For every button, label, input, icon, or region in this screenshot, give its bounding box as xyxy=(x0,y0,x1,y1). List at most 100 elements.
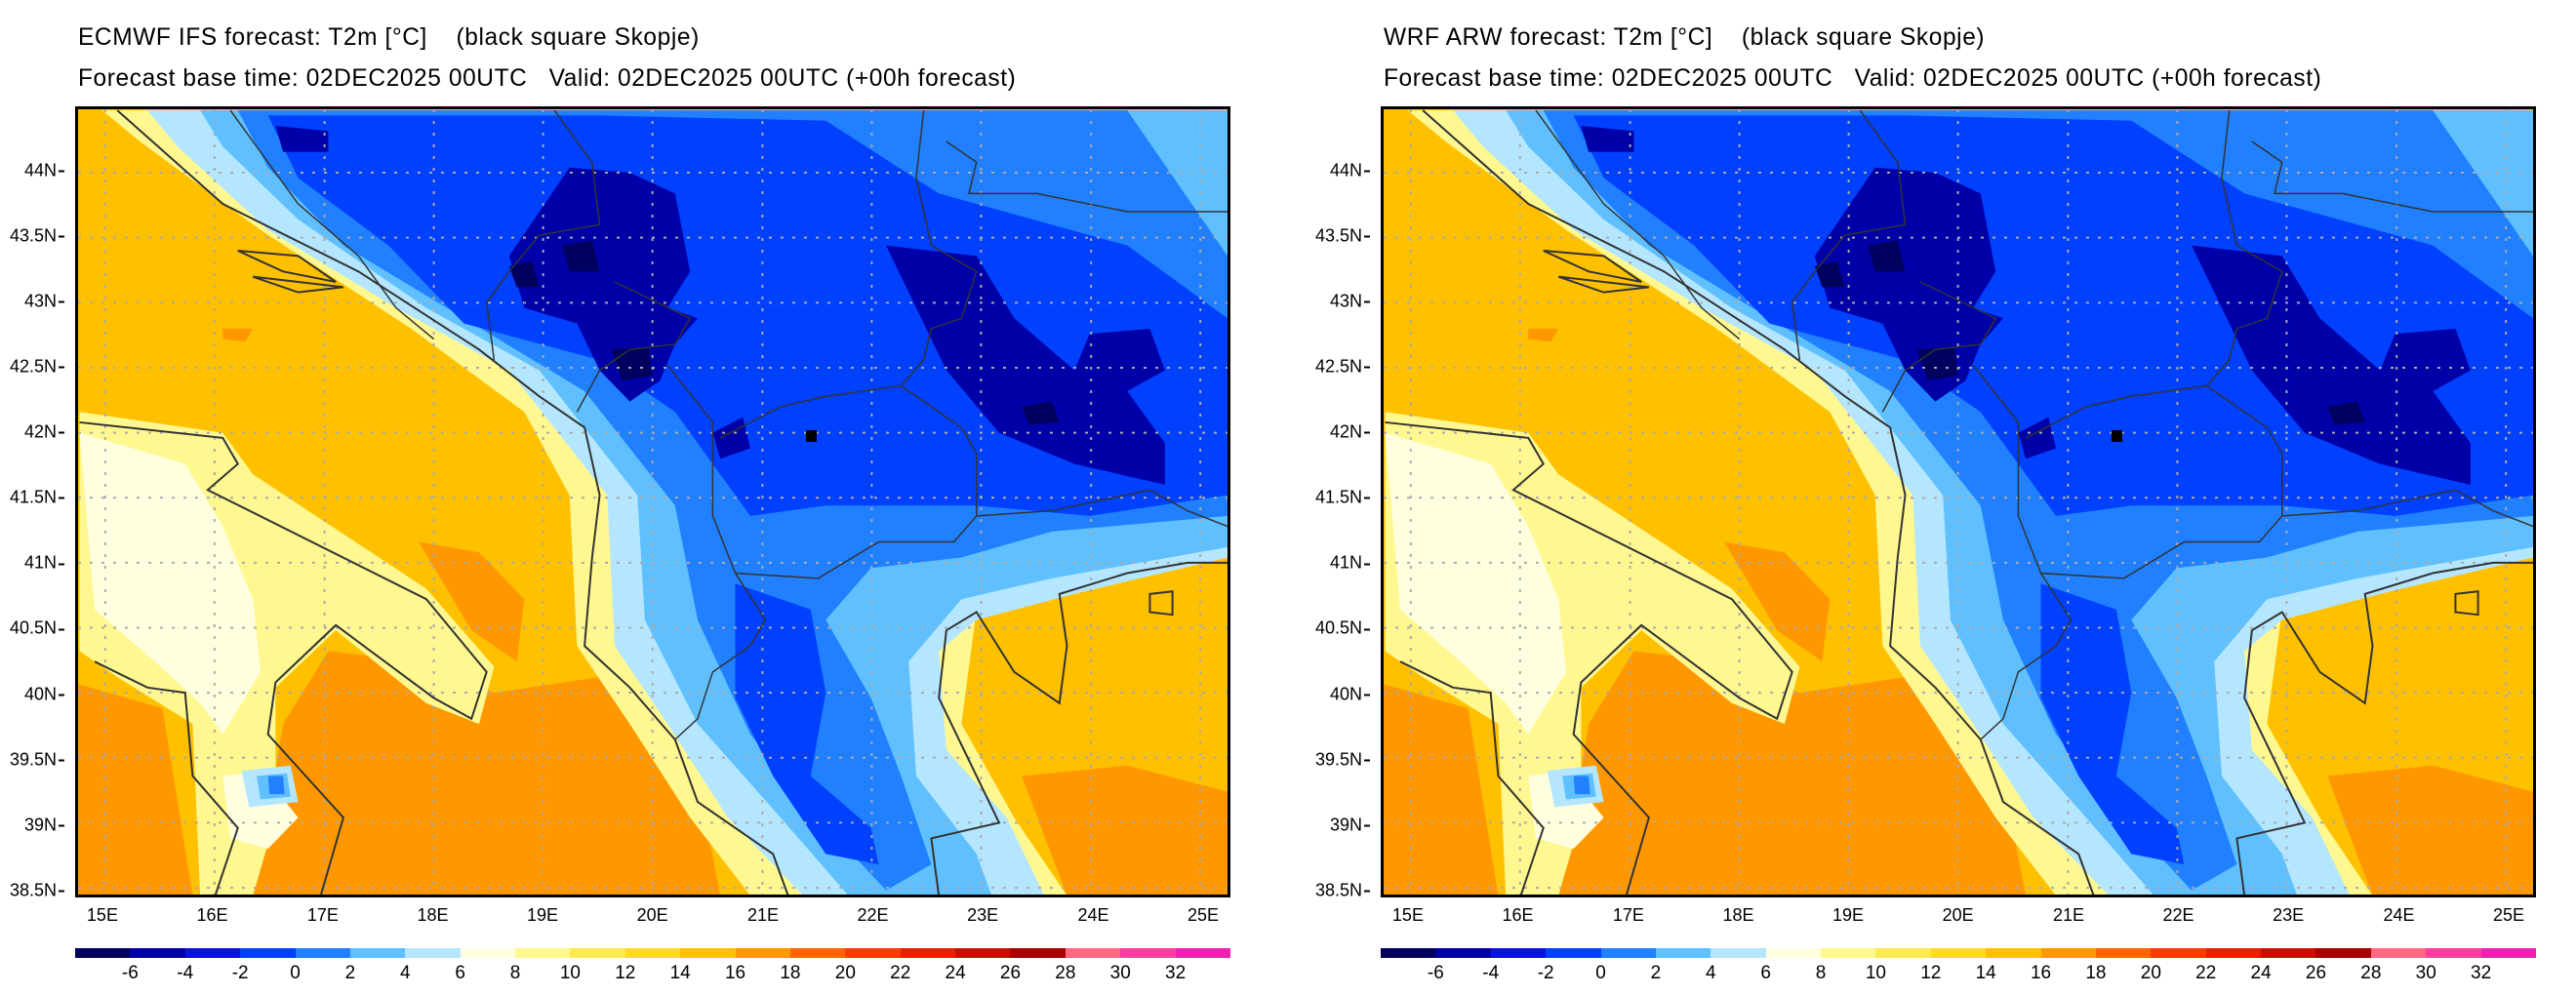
temperature-map xyxy=(75,106,1230,897)
colorbar-label: 30 xyxy=(1109,963,1131,983)
colorbar-label: 14 xyxy=(1975,963,1996,983)
colorbar-swatch xyxy=(1381,948,1436,958)
lat-label: 38.5N xyxy=(10,881,64,901)
colorbar-label: 16 xyxy=(2030,963,2052,983)
lat-label: 41N xyxy=(1330,553,1370,574)
colorbar-swatch xyxy=(2205,948,2261,958)
lon-label: 15E xyxy=(86,905,118,925)
lon-label: 25E xyxy=(2493,905,2525,925)
colorbar-label: 2 xyxy=(1650,963,1662,983)
lat-label: 39.5N xyxy=(1315,749,1370,770)
lon-label: 25E xyxy=(1187,905,1220,925)
lon-label: 17E xyxy=(306,905,339,925)
colorbar-label: 12 xyxy=(1920,963,1942,983)
colorbar-label: 8 xyxy=(1815,963,1827,983)
colorbar-swatch xyxy=(680,948,736,958)
colorbar-label: 4 xyxy=(1705,963,1716,983)
colorbar-swatch xyxy=(184,948,241,958)
panel-title: ECMWF IFS forecast: T2m [°C] (black squa… xyxy=(78,23,700,51)
graticule xyxy=(1384,109,2533,895)
colorbar-label: 10 xyxy=(559,963,581,983)
colorbar-swatch xyxy=(405,948,461,958)
colorbar-swatch xyxy=(735,948,790,958)
skopje-marker xyxy=(806,430,817,442)
colorbar-swatch xyxy=(1490,948,1547,958)
lon-label: 21E xyxy=(746,905,779,925)
colorbar-swatch xyxy=(1821,948,1876,958)
colorbar-label: -6 xyxy=(1427,963,1444,983)
colorbar-swatch xyxy=(75,948,131,958)
lon-label: 18E xyxy=(417,905,449,925)
colorbar-label: 6 xyxy=(455,963,465,983)
lat-label: 40.5N xyxy=(1315,618,1370,639)
colorbar-label: -2 xyxy=(1537,963,1554,983)
colorbar-swatch xyxy=(460,948,515,958)
lat-label: 42N xyxy=(1330,422,1370,443)
lat-label: 44N xyxy=(1330,160,1370,180)
colorbar-label: 22 xyxy=(2195,963,2217,983)
colorbar-swatch xyxy=(2480,948,2536,958)
colorbar-label: 8 xyxy=(509,963,521,983)
colorbar-swatch xyxy=(1435,948,1491,958)
colorbar-label: 2 xyxy=(344,963,356,983)
colorbar xyxy=(1381,948,2536,958)
ecmwf-panel: ECMWF IFS forecast: T2m [°C] (black squa… xyxy=(0,0,1288,995)
colorbar-label: 18 xyxy=(2085,963,2107,983)
panel-subtitle: Forecast base time: 02DEC2025 00UTC Vali… xyxy=(1384,64,2322,92)
colorbar-label: -6 xyxy=(121,963,139,983)
lat-label: 39N xyxy=(24,815,64,835)
graticule xyxy=(78,109,1228,895)
lon-label: 20E xyxy=(636,905,668,925)
lon-label: 16E xyxy=(196,905,228,925)
colorbar-swatch xyxy=(2261,948,2316,958)
colorbar xyxy=(75,948,1230,958)
colorbar-label: 32 xyxy=(2471,963,2492,983)
lat-label: 41.5N xyxy=(10,488,64,508)
lon-label: 22E xyxy=(2162,905,2194,925)
colorbar-swatch xyxy=(130,948,185,958)
lon-label: 15E xyxy=(1391,905,1424,925)
colorbar-label: 32 xyxy=(1165,963,1187,983)
colorbar-swatch xyxy=(1986,948,2041,958)
colorbar-label: 22 xyxy=(890,963,911,983)
colorbar-label: 26 xyxy=(2305,963,2327,983)
colorbar-swatch xyxy=(1546,948,1601,958)
colorbar-label: 26 xyxy=(999,963,1022,983)
lon-label: 18E xyxy=(1722,905,1754,925)
colorbar-label: 16 xyxy=(724,963,746,983)
lat-label: 41N xyxy=(24,553,64,574)
lat-label: 43N xyxy=(24,291,64,311)
lon-label: 22E xyxy=(857,905,889,925)
colorbar-swatch xyxy=(1875,948,1931,958)
panel-title: WRF ARW forecast: T2m [°C] (black square… xyxy=(1384,23,1986,51)
colorbar-swatch xyxy=(624,948,681,958)
colorbar-swatch xyxy=(2040,948,2096,958)
lat-label: 42.5N xyxy=(1315,356,1370,377)
lon-label: 24E xyxy=(2383,905,2415,925)
skopje-marker xyxy=(2112,430,2122,442)
colorbar-label: 28 xyxy=(2360,963,2382,983)
colorbar-label: 0 xyxy=(1595,963,1606,983)
wrf-panel: WRF ARW forecast: T2m [°C] (black square… xyxy=(1306,0,2576,995)
colorbar-swatch xyxy=(295,948,350,958)
colorbar-swatch xyxy=(2095,948,2152,958)
temperature-map xyxy=(1381,106,2536,897)
colorbar-swatch xyxy=(1065,948,1121,958)
colorbar-swatch xyxy=(2151,948,2206,958)
lon-label: 16E xyxy=(1502,905,1534,925)
colorbar-swatch xyxy=(2370,948,2427,958)
colorbar-swatch xyxy=(515,948,571,958)
lat-label: 42N xyxy=(24,422,64,443)
lat-label: 39.5N xyxy=(10,749,64,770)
colorbar-swatch xyxy=(240,948,296,958)
colorbar-swatch xyxy=(789,948,846,958)
colorbar-label: 18 xyxy=(780,963,801,983)
colorbar-swatch xyxy=(1711,948,1766,958)
lon-label: 23E xyxy=(2273,905,2305,925)
colorbar-label: 20 xyxy=(2140,963,2161,983)
lat-label: 44N xyxy=(24,160,64,180)
colorbar-label: 24 xyxy=(945,963,966,983)
lat-label: 43N xyxy=(1330,291,1370,311)
colorbar-label: 24 xyxy=(2250,963,2272,983)
lat-label: 43.5N xyxy=(1315,225,1370,246)
